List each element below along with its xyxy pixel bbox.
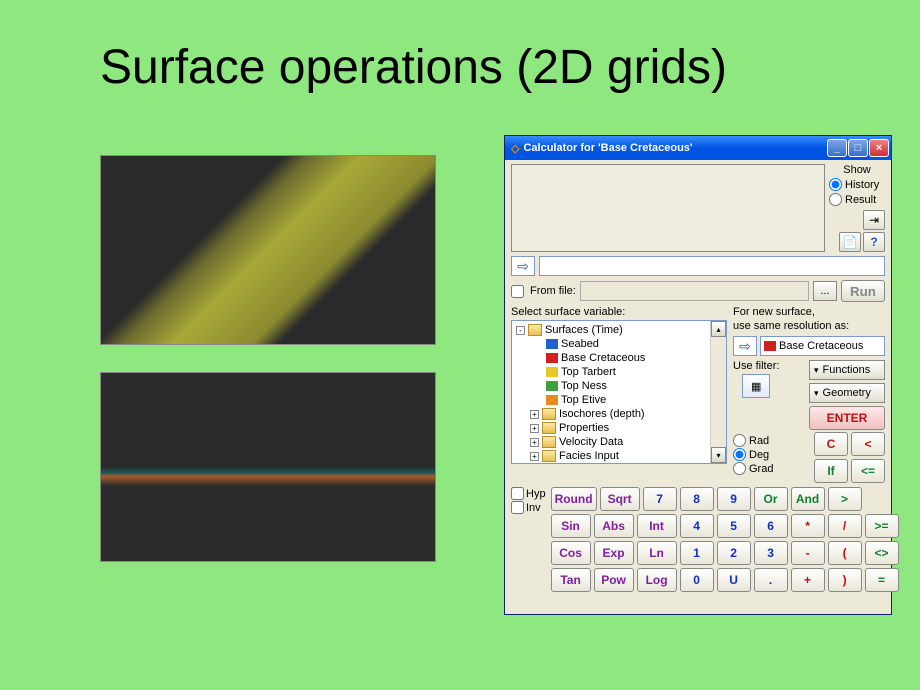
from-file-input[interactable] (580, 281, 809, 301)
browse-button[interactable]: ... (813, 281, 837, 301)
ln-button[interactable]: Ln (637, 541, 677, 565)
expression-input[interactable] (539, 256, 885, 276)
pow-button[interactable]: Pow (594, 568, 634, 592)
help-icon[interactable]: ? (863, 232, 885, 252)
select-variable-label: Select surface variable: (511, 306, 727, 318)
key-3[interactable]: 3 (754, 541, 788, 565)
surface-icon (546, 381, 558, 391)
folder-icon (542, 436, 556, 448)
exp-button[interactable]: Exp (594, 541, 634, 565)
folder-icon (528, 324, 542, 336)
sin-button[interactable]: Sin (551, 514, 591, 538)
surface-render-1 (100, 155, 436, 345)
expression-history-area (511, 164, 825, 252)
filter-button[interactable]: ▦ (742, 374, 770, 398)
surface-icon (546, 353, 558, 363)
grad-radio[interactable]: Grad (733, 462, 773, 475)
cos-button[interactable]: Cos (551, 541, 591, 565)
key-7[interactable]: 7 (643, 487, 677, 511)
or-button[interactable]: Or (754, 487, 788, 511)
and-button[interactable]: And (791, 487, 825, 511)
maximize-button[interactable]: □ (848, 139, 868, 157)
from-file-checkbox[interactable] (511, 285, 524, 298)
functions-dropdown[interactable]: Functions (809, 360, 885, 380)
folder-icon (542, 408, 556, 420)
rad-radio[interactable]: Rad (733, 434, 773, 447)
expand-icon[interactable]: + (530, 438, 539, 447)
surface-icon (546, 367, 558, 377)
expand-icon[interactable]: + (530, 410, 539, 419)
slide-title: Surface operations (2D grids) (100, 40, 727, 95)
log-button[interactable]: Log (637, 568, 677, 592)
round-button[interactable]: Round (551, 487, 597, 511)
run-button[interactable]: Run (841, 280, 885, 302)
geometry-dropdown[interactable]: Geometry (809, 383, 885, 403)
backspace-button[interactable]: < (851, 432, 885, 456)
sqrt-button[interactable]: Sqrt (600, 487, 640, 511)
plus-button[interactable]: + (791, 568, 825, 592)
gt-button[interactable]: > (828, 487, 862, 511)
lte-button[interactable]: <= (851, 459, 885, 483)
surface-icon (546, 339, 558, 349)
clear-button[interactable]: C (814, 432, 848, 456)
key-5[interactable]: 5 (717, 514, 751, 538)
eq-button[interactable]: = (865, 568, 899, 592)
key-u[interactable]: U (717, 568, 751, 592)
app-icon: ◇ (511, 142, 519, 155)
lparen-button[interactable]: ( (828, 541, 862, 565)
key-9[interactable]: 9 (717, 487, 751, 511)
multiply-button[interactable]: * (791, 514, 825, 538)
key-dot[interactable]: . (754, 568, 788, 592)
insert-expression-button[interactable]: ⇨ (511, 256, 535, 276)
expand-icon[interactable]: + (530, 424, 539, 433)
expand-icon[interactable]: + (530, 452, 539, 461)
use-filter-label: Use filter: (733, 360, 779, 372)
key-6[interactable]: 6 (754, 514, 788, 538)
result-radio[interactable]: Result (829, 193, 885, 206)
rparen-button[interactable]: ) (828, 568, 862, 592)
tree-scrollbar[interactable]: ▴▾ (710, 321, 726, 463)
new-surface-label: For new surface, (733, 306, 885, 318)
close-button[interactable]: × (869, 139, 889, 157)
key-0[interactable]: 0 (680, 568, 714, 592)
divide-button[interactable]: / (828, 514, 862, 538)
export-icon[interactable]: ⇥ (863, 210, 885, 230)
gte-button[interactable]: >= (865, 514, 899, 538)
titlebar[interactable]: ◇ Calculator for 'Base Cretaceous' _ □ × (505, 136, 891, 160)
enter-button[interactable]: ENTER (809, 406, 885, 430)
if-button[interactable]: If (814, 459, 848, 483)
abs-button[interactable]: Abs (594, 514, 634, 538)
deg-radio[interactable]: Deg (733, 448, 773, 461)
neq-button[interactable]: <> (865, 541, 899, 565)
resolution-label: use same resolution as: (733, 320, 885, 332)
folder-icon (542, 450, 556, 462)
from-file-label: From file: (530, 285, 576, 297)
history-radio[interactable]: History (829, 178, 885, 191)
int-button[interactable]: Int (637, 514, 677, 538)
resolution-value[interactable]: Base Cretaceous (760, 336, 885, 356)
surface-icon (546, 395, 558, 405)
tan-button[interactable]: Tan (551, 568, 591, 592)
surface-render-2 (100, 372, 436, 562)
key-1[interactable]: 1 (680, 541, 714, 565)
minimize-button[interactable]: _ (827, 139, 847, 157)
hyp-checkbox[interactable]: Hyp (511, 487, 546, 500)
show-label: Show (829, 164, 885, 176)
key-2[interactable]: 2 (717, 541, 751, 565)
inv-checkbox[interactable]: Inv (511, 501, 546, 514)
key-8[interactable]: 8 (680, 487, 714, 511)
collapse-icon[interactable]: - (516, 326, 525, 335)
copy-icon[interactable]: 📄 (839, 232, 861, 252)
pick-resolution-button[interactable]: ⇨ (733, 336, 757, 356)
folder-icon (542, 422, 556, 434)
surface-variable-tree[interactable]: -Surfaces (Time) Seabed Base Cretaceous … (511, 320, 727, 464)
window-title: Calculator for 'Base Cretaceous' (523, 142, 827, 154)
calculator-window: ◇ Calculator for 'Base Cretaceous' _ □ ×… (504, 135, 892, 615)
minus-button[interactable]: - (791, 541, 825, 565)
key-4[interactable]: 4 (680, 514, 714, 538)
